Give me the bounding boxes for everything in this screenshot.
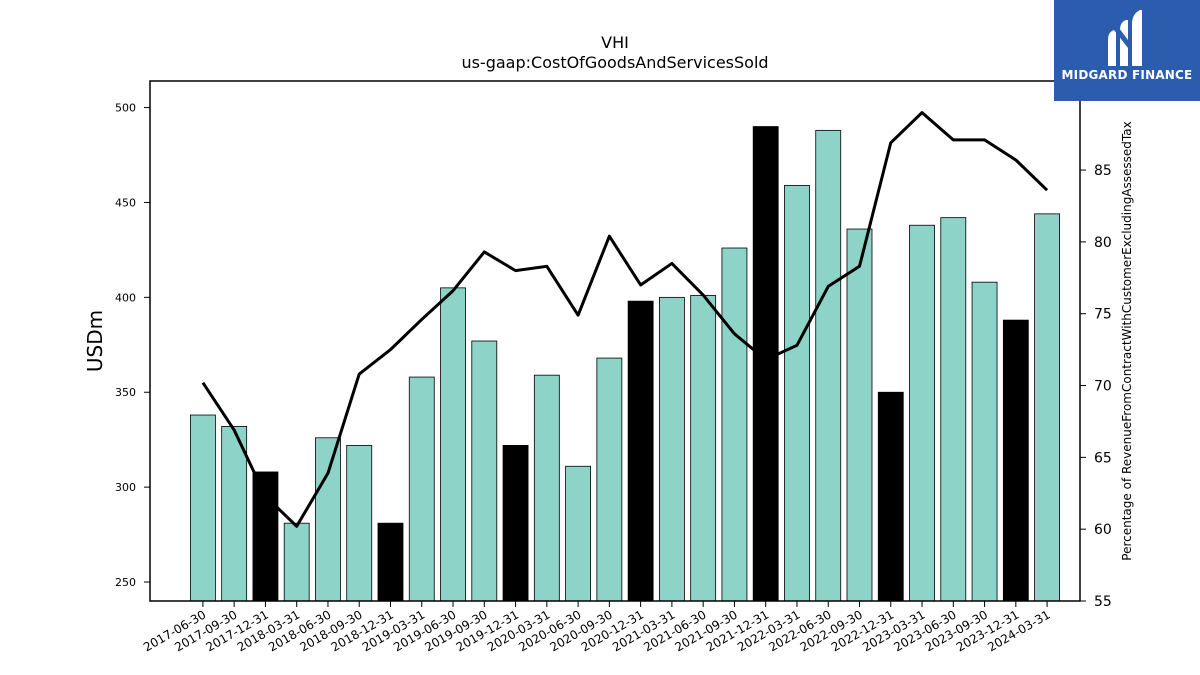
ratio-line — [201, 111, 1049, 528]
bar — [909, 224, 935, 602]
left-axis: 250 300 350 400 450 500 — [115, 102, 150, 589]
y-right-tick-label: 65 — [1094, 450, 1112, 466]
y-right-tick-label: 70 — [1094, 379, 1112, 395]
logo-mark-icon — [1108, 10, 1142, 66]
bar — [1034, 213, 1060, 602]
bar — [221, 425, 248, 602]
bar — [752, 126, 779, 602]
y-tick-label: 350 — [115, 386, 136, 399]
y-tick-label: 500 — [115, 102, 136, 115]
plot-frame — [149, 80, 1081, 602]
bar — [627, 300, 654, 602]
x-axis: 2017-06-302017-09-302017-12-312018-03-31… — [141, 601, 1053, 654]
bar — [658, 296, 685, 602]
bar — [784, 184, 810, 602]
y-tick-label: 400 — [115, 291, 136, 304]
bar — [252, 471, 279, 602]
y-right-tick-label: 55 — [1094, 594, 1112, 610]
bar — [502, 444, 529, 602]
y-right-tick-label: 80 — [1094, 235, 1112, 251]
bar — [533, 374, 560, 602]
bar — [940, 217, 967, 602]
bar — [408, 376, 435, 602]
bar — [1002, 319, 1029, 602]
bar — [877, 391, 904, 602]
chart-title: VHI — [601, 33, 629, 52]
bar — [690, 295, 717, 602]
bar — [377, 522, 404, 602]
bar — [565, 465, 592, 602]
bars-layer — [189, 126, 1060, 602]
y-axis-label-right: Percentage of RevenueFromContractWithCus… — [1120, 121, 1134, 560]
line-layer — [201, 111, 1049, 528]
bar — [721, 247, 748, 602]
y-right-tick-label: 75 — [1094, 307, 1112, 323]
logo: MIDGARD FINANCE — [1054, 0, 1200, 101]
right-axis: 55 60 65 70 75 80 85 — [1080, 163, 1112, 610]
bar — [596, 357, 623, 602]
bar — [846, 228, 873, 602]
y-axis-label: USDm — [83, 310, 107, 372]
bar — [189, 414, 216, 602]
bar — [283, 522, 310, 602]
chart-subtitle: us-gaap:CostOfGoodsAndServicesSold — [461, 53, 768, 72]
y-right-tick-label: 60 — [1094, 522, 1112, 538]
logo-text: MIDGARD FINANCE — [1061, 68, 1193, 82]
bar — [315, 437, 341, 602]
bar — [346, 444, 373, 602]
bar — [440, 287, 466, 602]
bar — [471, 340, 498, 602]
y-right-tick-label: 85 — [1094, 163, 1112, 179]
bar — [971, 281, 998, 602]
y-tick-label: 250 — [115, 576, 136, 589]
y-tick-label: 450 — [115, 196, 136, 209]
y-tick-label: 300 — [115, 481, 136, 494]
bar — [815, 129, 842, 602]
